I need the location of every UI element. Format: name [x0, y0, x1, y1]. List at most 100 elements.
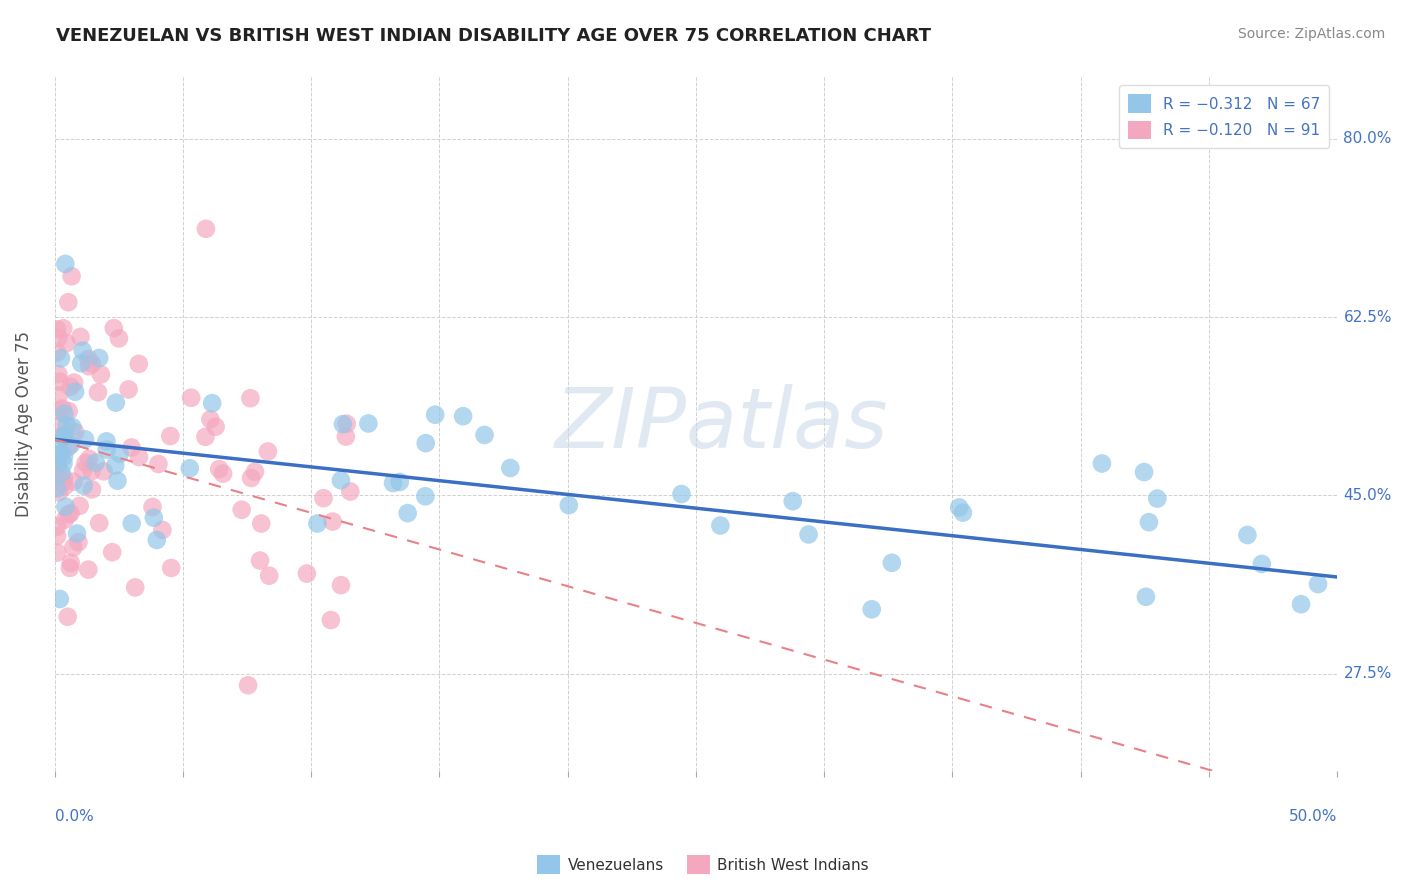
Point: [51, 401, 73, 416]
Legend: R = −0.312   N = 67, R = −0.120   N = 91: R = −0.312 N = 67, R = −0.120 N = 91: [1119, 85, 1330, 148]
Point: [59, 380, 82, 394]
Point: [46, 331, 69, 345]
Point: [107, 474, 129, 488]
Point: [782, 494, 804, 508]
Point: [671, 487, 693, 501]
Point: [451, 409, 474, 424]
Point: [117, 383, 139, 397]
Point: [75, 456, 97, 470]
Point: [208, 462, 231, 476]
Point: [52, 321, 75, 335]
Point: [69, 499, 91, 513]
Point: [55, 418, 77, 433]
Point: [51, 466, 73, 480]
Point: [797, 527, 820, 541]
Point: [231, 502, 253, 516]
Point: [948, 500, 970, 515]
Point: [330, 578, 353, 592]
Point: [84, 456, 107, 470]
Point: [388, 475, 411, 489]
Point: [108, 447, 131, 461]
Point: [53, 430, 76, 444]
Point: [80, 464, 103, 478]
Point: [249, 553, 271, 567]
Point: [48, 435, 70, 450]
Point: [257, 568, 280, 582]
Point: [322, 515, 344, 529]
Point: [1236, 528, 1258, 542]
Point: [415, 436, 437, 450]
Point: [146, 533, 169, 547]
Point: [46, 367, 69, 381]
Point: [1135, 590, 1157, 604]
Point: [709, 518, 731, 533]
Point: [77, 351, 100, 366]
Point: [201, 396, 224, 410]
Point: [332, 417, 354, 431]
Point: [51, 430, 73, 444]
Point: [104, 458, 127, 473]
Point: [58, 295, 80, 310]
Point: [1306, 577, 1329, 591]
Point: [1250, 557, 1272, 571]
Point: [80, 483, 103, 497]
Point: [180, 391, 202, 405]
Text: VENEZUELAN VS BRITISH WEST INDIAN DISABILITY AGE OVER 75 CORRELATION CHART: VENEZUELAN VS BRITISH WEST INDIAN DISABI…: [56, 27, 931, 45]
Point: [46, 458, 69, 472]
Point: [141, 500, 163, 514]
Point: [212, 467, 235, 481]
Point: [67, 535, 90, 549]
Point: [128, 357, 150, 371]
Point: [53, 407, 76, 421]
Point: [46, 345, 69, 359]
Point: [59, 561, 82, 575]
Text: 80.0%: 80.0%: [1344, 131, 1392, 146]
Point: [425, 408, 447, 422]
Point: [77, 563, 100, 577]
Point: [1289, 597, 1312, 611]
Point: [103, 321, 125, 335]
Point: [59, 506, 82, 520]
Point: [250, 516, 273, 531]
Point: [87, 385, 110, 400]
Point: [329, 473, 352, 487]
Point: [194, 430, 217, 444]
Point: [48, 375, 70, 389]
Point: [49, 447, 72, 461]
Point: [1137, 515, 1160, 529]
Point: [52, 475, 75, 490]
Point: [80, 357, 103, 371]
Point: [63, 376, 86, 390]
Point: [89, 516, 111, 530]
Point: [558, 498, 581, 512]
Point: [46, 546, 69, 560]
Point: [142, 510, 165, 524]
Point: [62, 475, 84, 489]
Point: [128, 450, 150, 464]
Point: [53, 450, 76, 464]
Point: [200, 412, 222, 426]
Point: [46, 322, 69, 336]
Point: [236, 678, 259, 692]
Point: [53, 257, 76, 271]
Point: [63, 384, 86, 399]
Point: [52, 456, 75, 470]
Point: [382, 476, 405, 491]
Point: [77, 451, 100, 466]
Point: [46, 403, 69, 417]
Point: [52, 427, 75, 442]
Y-axis label: Disability Age Over 75: Disability Age Over 75: [15, 331, 32, 517]
Point: [49, 418, 72, 433]
Point: [49, 447, 72, 461]
Point: [104, 395, 127, 409]
Point: [72, 343, 94, 358]
Text: 0.0%: 0.0%: [55, 809, 93, 824]
Point: [1091, 457, 1114, 471]
Point: [89, 351, 111, 365]
Text: 50.0%: 50.0%: [1289, 809, 1337, 824]
Point: [1146, 491, 1168, 506]
Point: [335, 429, 357, 443]
Point: [319, 613, 342, 627]
Legend: Venezuelans, British West Indians: Venezuelans, British West Indians: [531, 849, 875, 880]
Point: [48, 485, 70, 500]
